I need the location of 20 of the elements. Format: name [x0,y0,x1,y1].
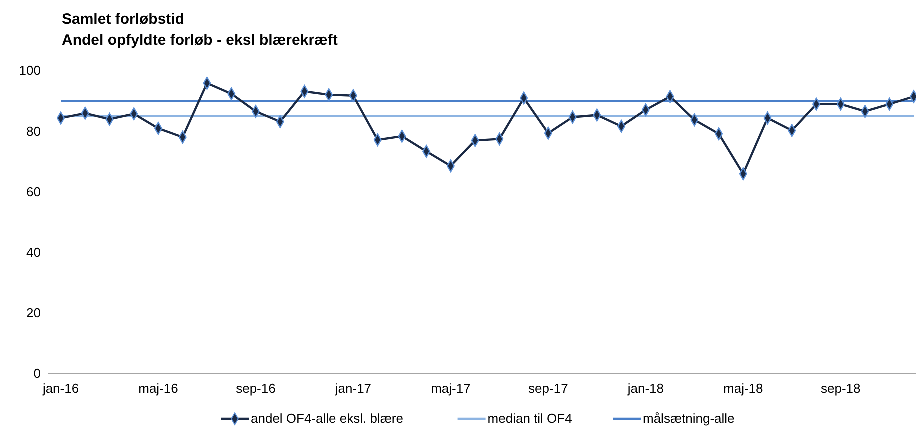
x-tick-label: maj-18 [724,381,764,396]
y-tick-label: 0 [34,366,41,382]
x-tick-label: sep-16 [236,381,276,396]
legend-label: median til OF4 [488,411,572,426]
y-tick-label: 100 [19,63,41,78]
y-tick-label: 20 [26,306,41,321]
x-tick-label: sep-18 [821,381,861,396]
y-tick-label: 80 [26,124,41,139]
x-tick-label: jan-18 [626,381,664,396]
legend-label: andel OF4-alle eksl. blære [251,411,404,426]
chart-title: Samlet forløbstid [62,11,185,28]
x-tick-label: maj-16 [138,381,178,396]
x-tick-label: jan-16 [42,381,80,396]
y-tick-label: 60 [26,184,41,200]
x-tick-label: maj-17 [431,381,471,396]
x-tick-label: sep-17 [528,381,568,396]
chart-subtitle: Andel opfyldte forløb - eksl blærekræft [62,32,338,49]
x-tick-label: jan-17 [334,381,372,396]
y-tick-label: 40 [26,244,41,260]
legend-label: målsætning-alle [643,411,735,426]
